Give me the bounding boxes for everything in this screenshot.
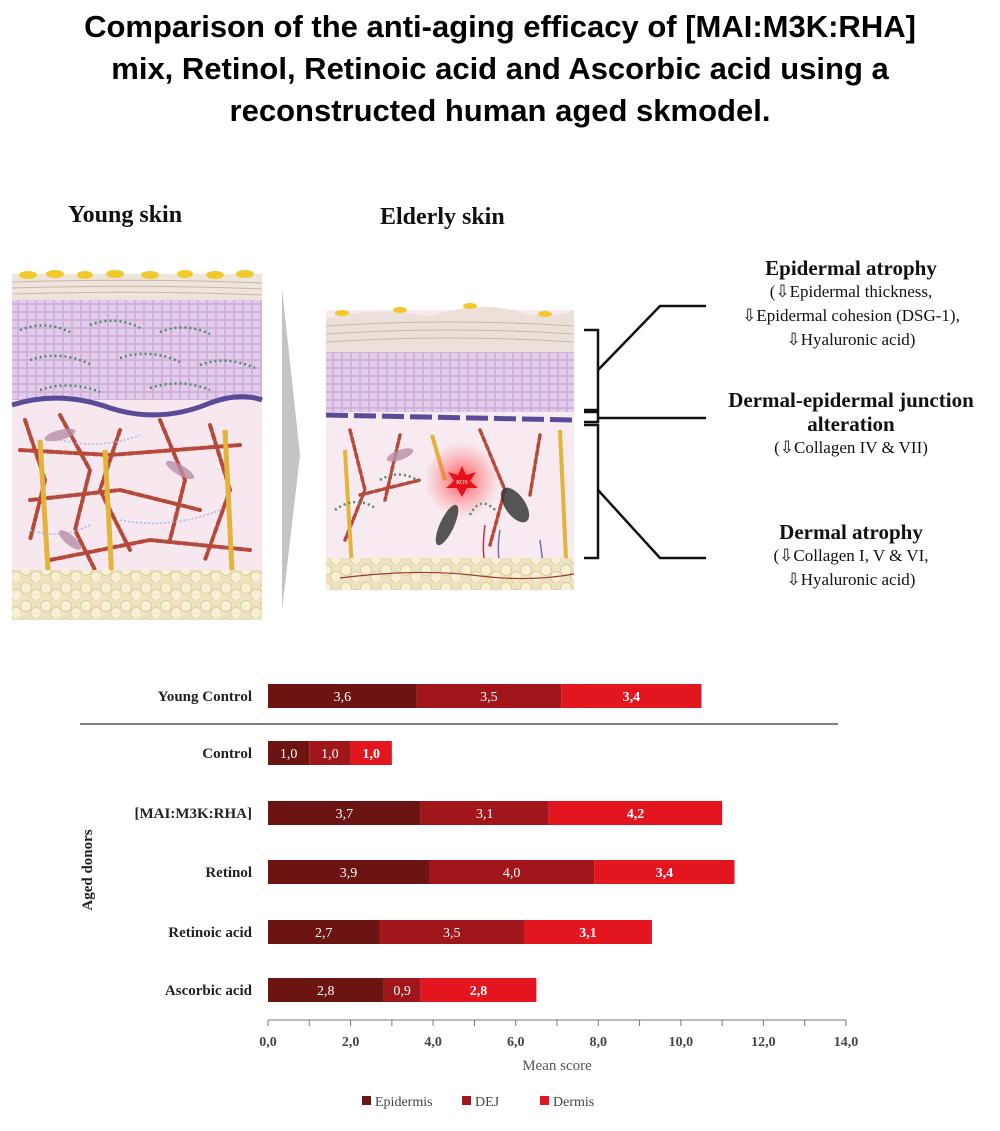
bar-segment	[268, 801, 421, 825]
bar-segment	[379, 920, 524, 944]
category-label: Young Control	[158, 689, 252, 705]
legend-label: Epidermis	[375, 1095, 433, 1110]
data-label: 1,0	[362, 747, 380, 762]
data-label: 2,8	[317, 984, 335, 999]
data-label: 3,7	[336, 807, 354, 822]
stacked-bar-chart: Young Control 3,6 3,5 3,4 Control 1,0 1,0 1,0 [M…	[80, 684, 859, 1110]
category-label: Control	[202, 746, 252, 762]
elderly-skin-illustration: ROS	[325, 303, 575, 590]
bar-segment	[268, 741, 310, 765]
data-label: 4,2	[627, 807, 645, 822]
bar-segment	[350, 741, 392, 765]
data-label: 3,5	[443, 926, 461, 941]
title-line-1: Comparison of the anti-aging efficacy of…	[84, 9, 916, 44]
legend-label: Dermis	[553, 1095, 594, 1110]
title-line-2: mix, Retinol, Retinoic acid and Ascorbic…	[111, 51, 889, 86]
data-label: 3,1	[476, 807, 494, 822]
annotation-dermal-atrophy: Dermal atrophy (⇩Collagen I, V & VI, ⇩Hy…	[720, 520, 982, 592]
data-label: 2,7	[315, 926, 333, 941]
young-skin-label: Young skin	[68, 202, 183, 228]
x-tick-label: 12,0	[751, 1035, 776, 1050]
annotation-heading: Dermal-epidermal junction	[728, 388, 974, 412]
x-tick-label: 2,0	[342, 1035, 360, 1050]
annotation-epidermal-atrophy: Epidermal atrophy (⇩Epidermal thickness,…	[720, 256, 982, 352]
bar-segment	[268, 860, 430, 884]
category-label: Retinoic acid	[168, 925, 252, 941]
aged-donors-label: Aged donors	[80, 829, 96, 910]
ros-label: ROS	[456, 480, 468, 486]
x-tick-label: 0,0	[259, 1035, 277, 1050]
data-label: 4,0	[503, 866, 521, 881]
annotation-heading: Dermal atrophy	[779, 520, 923, 544]
category-label: Ascorbic acid	[165, 983, 253, 999]
bar-segment	[383, 978, 421, 1002]
x-tick-label: 6,0	[507, 1035, 525, 1050]
data-label: 1,0	[280, 747, 298, 762]
category-label: [MAI:M3K:RHA]	[135, 806, 252, 822]
data-label: 3,5	[480, 690, 498, 705]
category-label: Retinol	[205, 865, 252, 881]
legend-label: DEJ	[475, 1095, 500, 1110]
bar-segment	[548, 801, 723, 825]
data-label: 1,0	[321, 747, 339, 762]
annotation-line: ⇩Hyaluronic acid)	[786, 330, 916, 349]
legend-swatch	[540, 1096, 549, 1105]
page-title: Comparison of the anti-aging efficacy of…	[0, 6, 1000, 132]
data-label: 2,8	[470, 984, 488, 999]
annotation-heading: Epidermal atrophy	[765, 256, 937, 280]
bar-segment	[268, 978, 384, 1002]
bar-segment	[309, 741, 351, 765]
annotation-line: (⇩Collagen I, V & VI,	[773, 546, 929, 565]
x-tick-label: 4,0	[424, 1035, 442, 1050]
x-tick-label: 8,0	[590, 1035, 608, 1050]
data-label: 3,9	[340, 866, 358, 881]
young-skin-illustration	[11, 270, 263, 620]
title-line-3: reconstructed human aged skmodel.	[229, 93, 771, 128]
legend-swatch	[462, 1096, 471, 1105]
bar-segment	[268, 920, 380, 944]
bar-segment	[561, 684, 702, 708]
legend-swatch	[362, 1096, 371, 1105]
annotation-line: (⇩Epidermal thickness,	[769, 282, 933, 301]
annotation-heading: alteration	[807, 412, 895, 436]
bar-segment	[420, 801, 549, 825]
annotation-dej-alteration: Dermal-epidermal junction alteration (⇩C…	[720, 388, 982, 460]
data-label: 3,4	[656, 866, 674, 881]
data-label: 3,6	[334, 690, 352, 705]
x-axis-label: Mean score	[522, 1058, 592, 1074]
bar-segment	[429, 860, 595, 884]
skin-diagram: ROS	[11, 270, 706, 620]
data-label: 3,4	[623, 690, 641, 705]
bar-segment	[420, 978, 537, 1002]
annotation-line: (⇩Collagen IV & VII)	[774, 438, 928, 457]
elderly-skin-label: Elderly skin	[380, 204, 505, 230]
annotation-line: ⇩Hyaluronic acid)	[786, 570, 916, 589]
bar-segment	[268, 684, 417, 708]
bar-segment	[523, 920, 652, 944]
data-label: 3,1	[579, 926, 597, 941]
x-tick-label: 10,0	[669, 1035, 694, 1050]
progression-arrow-icon	[282, 288, 300, 610]
annotation-line: ⇩Epidermal cohesion (DSG-1),	[742, 306, 960, 325]
x-tick-label: 14,0	[834, 1035, 859, 1050]
data-label: 0,9	[393, 984, 411, 999]
annotation-braces	[584, 304, 706, 560]
bar-segment	[416, 684, 562, 708]
bar-segment	[594, 860, 735, 884]
